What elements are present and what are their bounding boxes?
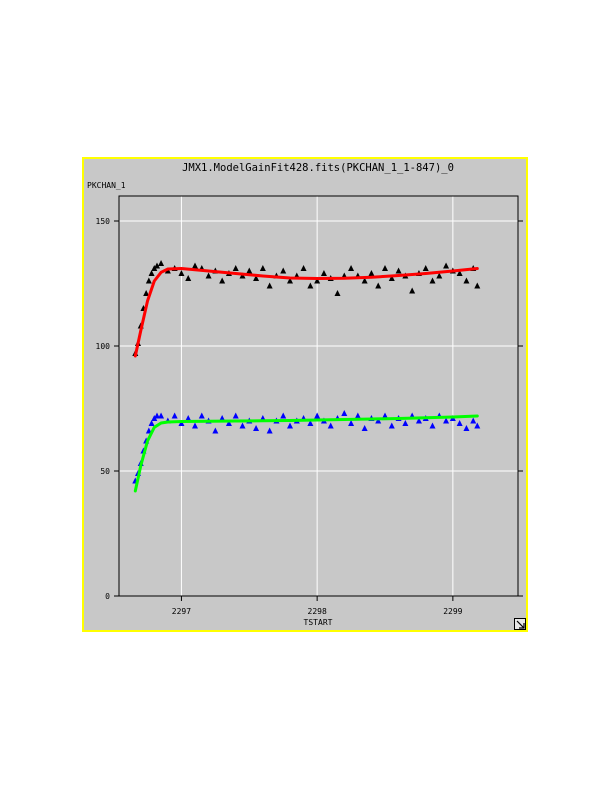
series-2-point xyxy=(154,412,160,419)
grid xyxy=(119,196,518,596)
series-2-point xyxy=(341,410,348,416)
x-axis-label: TSTART xyxy=(304,618,333,627)
series-2-point xyxy=(148,420,155,426)
series-0-point xyxy=(259,265,266,271)
series-0-point xyxy=(143,290,150,296)
y-tick-label: 100 xyxy=(96,342,111,351)
series-0-point xyxy=(287,277,293,284)
series-0-point xyxy=(280,267,287,274)
series-0-point xyxy=(348,265,355,271)
series-0-point xyxy=(456,270,463,276)
series-2-point xyxy=(456,420,463,426)
series-0-point xyxy=(158,260,165,266)
series-2-point xyxy=(232,412,239,419)
y-tick-label: 50 xyxy=(100,467,110,476)
series-0-point xyxy=(375,282,382,289)
series-0-point xyxy=(368,270,375,276)
series-0-point xyxy=(307,282,314,289)
series-2-point xyxy=(327,422,334,429)
series-2-point xyxy=(212,427,219,434)
plot-window xyxy=(82,157,528,632)
chart-title: JMX1.ModelGainFit428.fits(PKCHAN_1_1-847… xyxy=(182,162,454,174)
series-0-point xyxy=(148,270,155,276)
series-0-point xyxy=(422,265,429,271)
series-2-point xyxy=(354,412,361,419)
series-3-fit-line xyxy=(133,414,479,493)
series-2-point xyxy=(178,420,185,426)
series-2-point xyxy=(314,412,321,419)
series-2-point xyxy=(348,420,355,426)
axis-ticks: 2297 2298 2299 0 50 100 150 xyxy=(96,217,523,616)
series-0-point xyxy=(185,275,192,281)
series-2-point xyxy=(474,422,481,429)
series-0-point xyxy=(246,267,253,274)
series-2-point xyxy=(158,412,165,419)
series-0-point xyxy=(334,290,341,296)
series-2-point xyxy=(171,412,178,419)
series-2-point xyxy=(287,422,293,429)
series-0-point xyxy=(395,267,402,274)
x-tick-label: 2297 xyxy=(172,607,191,616)
series-0-point xyxy=(388,275,395,281)
y-tick-label: 0 xyxy=(105,592,110,601)
series-2-point xyxy=(429,422,436,429)
resize-handle-icon[interactable] xyxy=(514,618,526,630)
series-2-point xyxy=(225,420,232,426)
series-2-point xyxy=(266,427,273,434)
series-0-point xyxy=(314,277,321,284)
series-0-point xyxy=(463,277,470,284)
series-0-point xyxy=(205,272,212,279)
series-2-point xyxy=(192,422,198,429)
series-group xyxy=(132,260,481,493)
series-2-point xyxy=(253,425,260,431)
series-2-point xyxy=(415,417,422,424)
series-0-point xyxy=(443,262,450,269)
series-0-point xyxy=(436,272,443,279)
series-0-point xyxy=(429,277,436,284)
series-2-point xyxy=(463,425,470,431)
series-0-point xyxy=(192,262,198,269)
series-2-point xyxy=(307,420,314,426)
series-0-point xyxy=(253,275,260,281)
series-0-point xyxy=(474,282,481,289)
series-2-point xyxy=(470,417,477,424)
series-2-point xyxy=(361,425,368,431)
series-0-point xyxy=(300,265,307,271)
series-0-point xyxy=(361,277,368,284)
series-2-point xyxy=(185,415,192,421)
series-0-point xyxy=(154,262,160,269)
x-tick-label: 2298 xyxy=(308,607,327,616)
series-0-point xyxy=(409,287,416,294)
x-tick-label: 2299 xyxy=(443,607,462,616)
series-2-point xyxy=(388,422,395,429)
series-2-point xyxy=(239,422,246,429)
series-0-point xyxy=(178,270,185,276)
y-axis-label: PKCHAN_1 xyxy=(87,181,126,190)
series-2-point xyxy=(402,420,409,426)
series-2-point xyxy=(280,412,287,419)
series-2-point xyxy=(219,415,226,421)
series-0-point xyxy=(382,265,388,271)
series-0-point xyxy=(232,265,239,271)
plot-area xyxy=(118,195,519,597)
series-0-point xyxy=(320,270,327,276)
series-2-point xyxy=(198,412,205,419)
series-0-point xyxy=(219,277,226,284)
series-2-point xyxy=(443,417,450,424)
series-0-point xyxy=(145,277,152,284)
series-1-fit-line xyxy=(133,267,479,358)
y-tick-label: 150 xyxy=(96,217,111,226)
series-2-point xyxy=(382,412,388,419)
series-2-point xyxy=(375,417,382,424)
series-0-point xyxy=(266,282,273,289)
